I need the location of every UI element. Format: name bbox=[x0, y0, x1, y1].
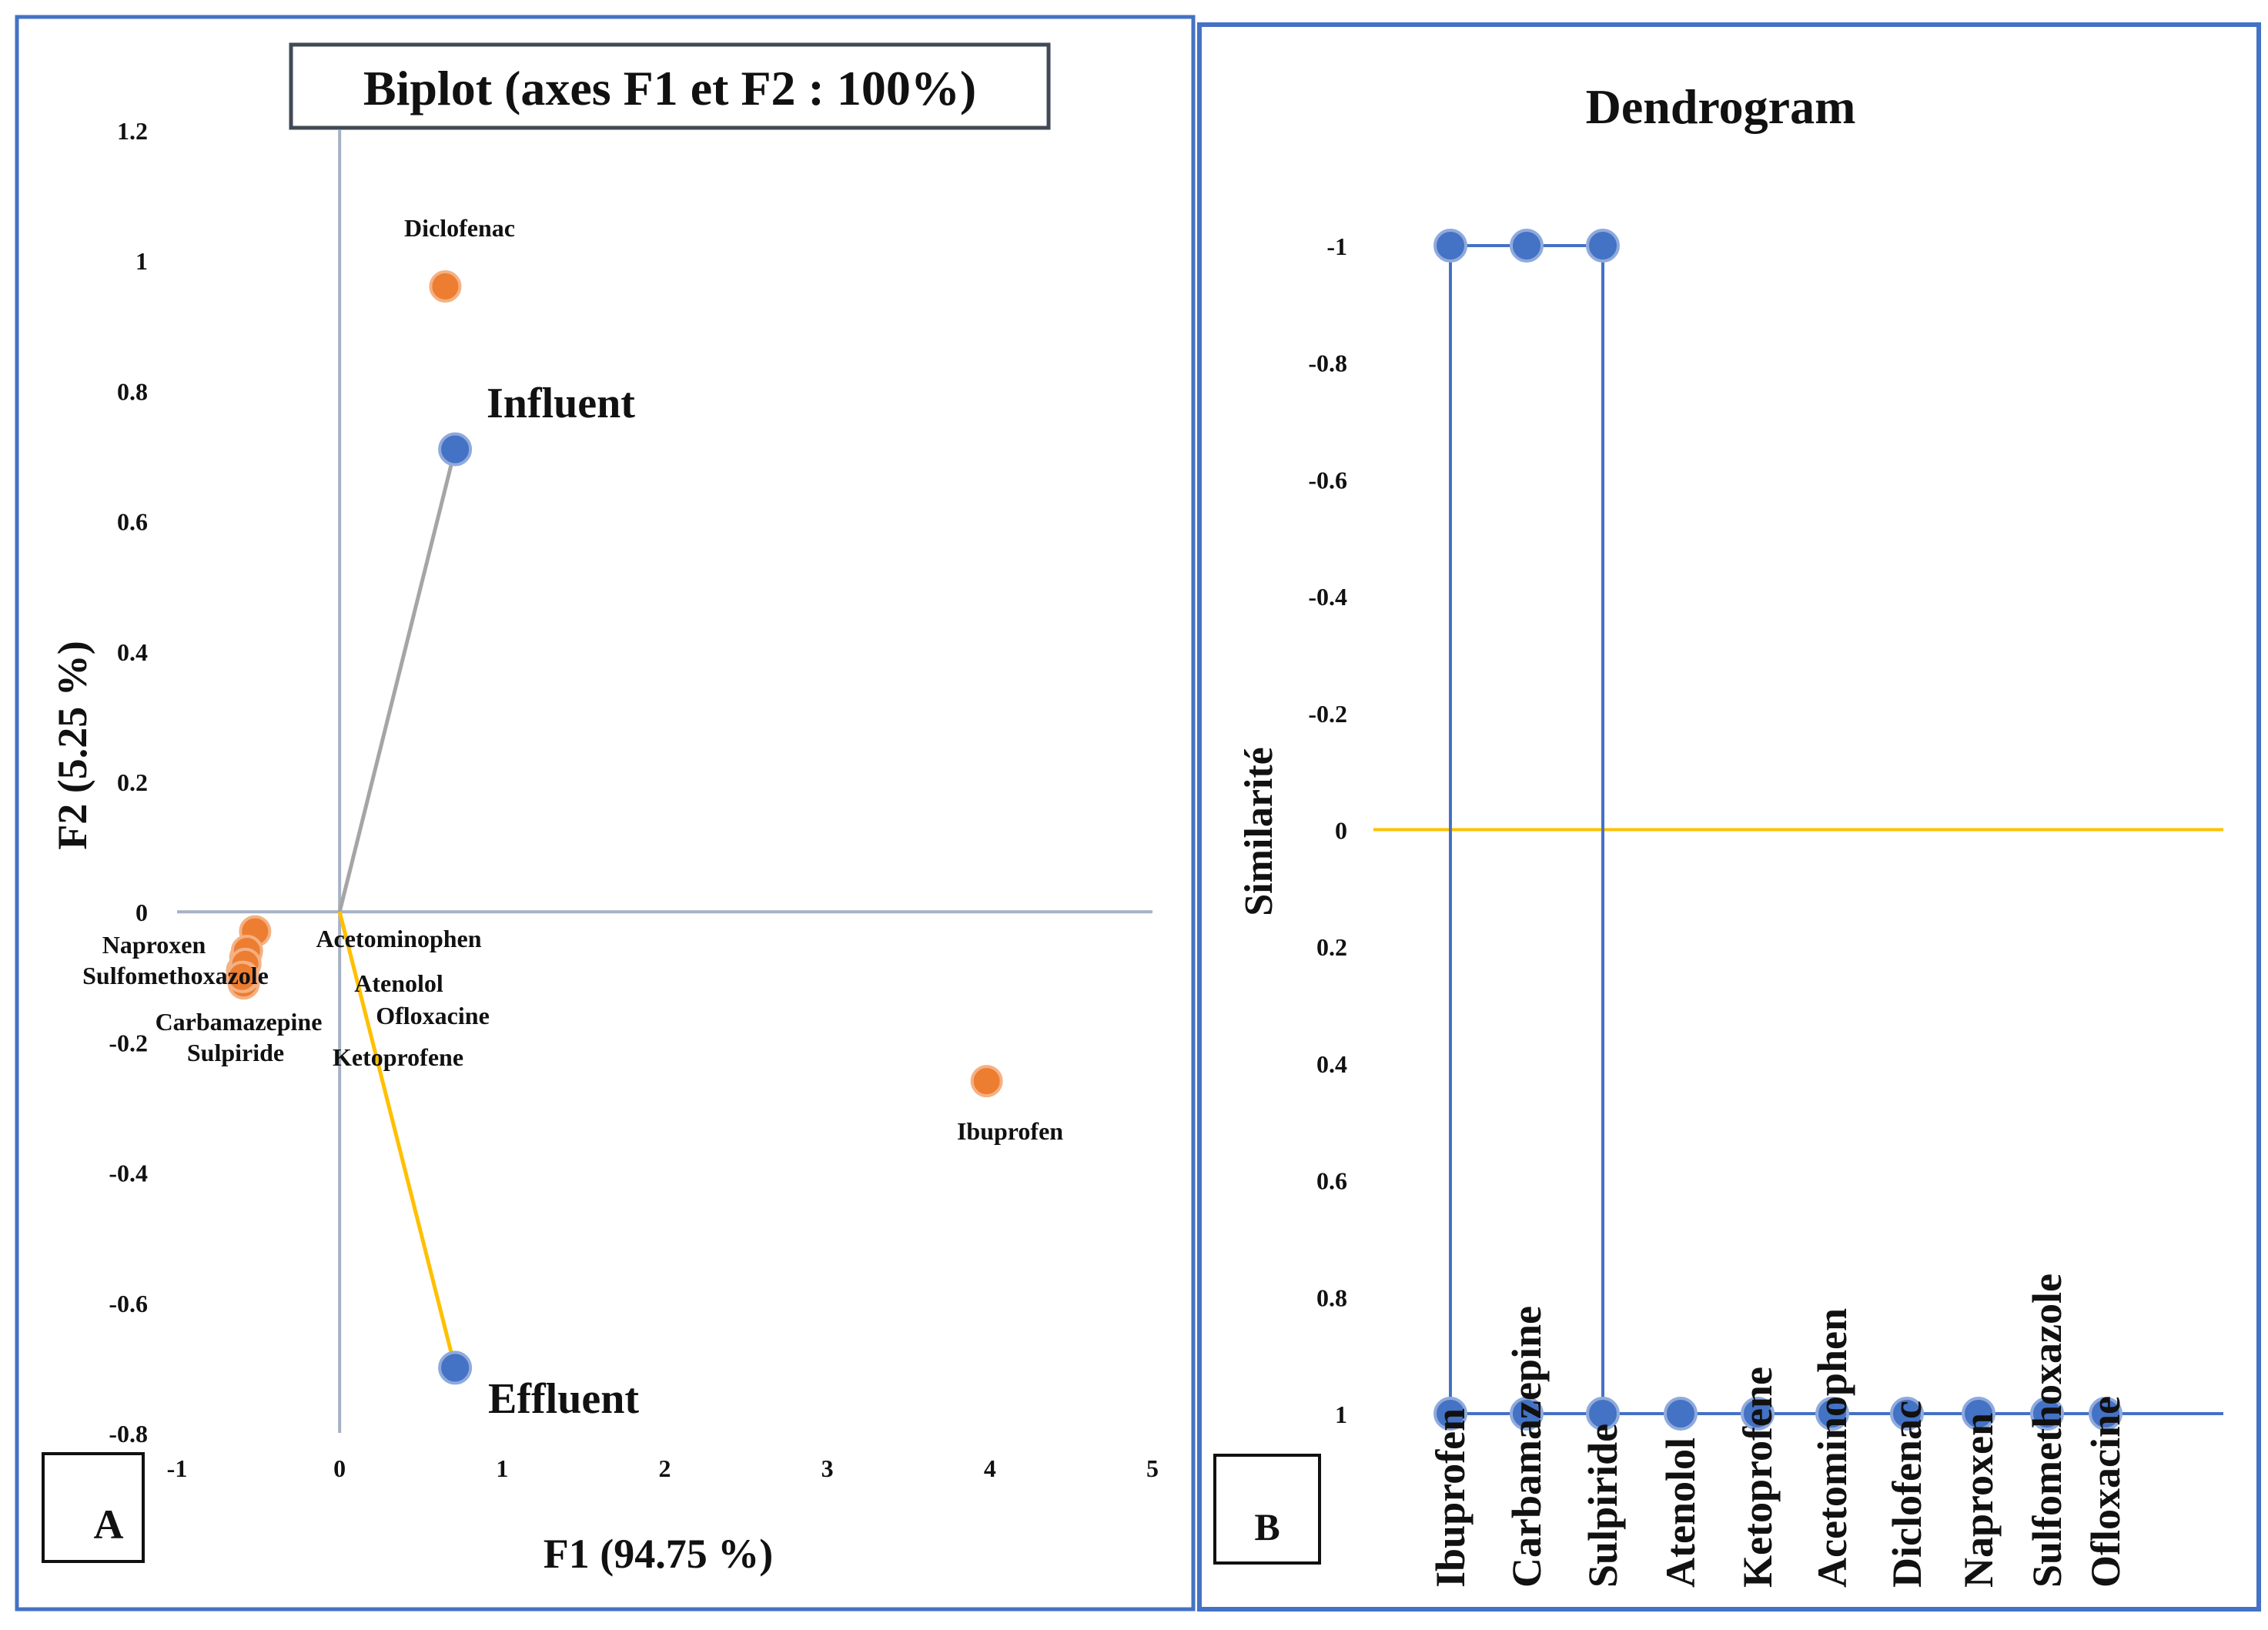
dendrogram-leaf-label-carbamazepine: Carbamazepine bbox=[1504, 1306, 1550, 1588]
biplot-point-influent bbox=[438, 432, 473, 467]
biplot-axes bbox=[177, 130, 1152, 1433]
biplot-y-tick-label: 0 bbox=[135, 899, 148, 926]
dendrogram-leaf-node-sulpiride bbox=[1586, 1397, 1620, 1431]
biplot-y-tick-label: -0.8 bbox=[109, 1420, 148, 1448]
panel-a-label-box bbox=[42, 1452, 145, 1563]
biplot-y-ticks: -0.8 -0.6 -0.4 -0.2 0 0.2 0.4 0.6 0.8 1 1.2 bbox=[109, 117, 148, 1448]
dendrogram-leaf-label-naproxen: Naproxen bbox=[1955, 1413, 2002, 1588]
dendrogram-y-tick-label: 0.6 bbox=[1316, 1167, 1347, 1195]
biplot-label-sulfomethoxazole: Sulfomethoxazole bbox=[82, 962, 269, 989]
dendrogram-top-node bbox=[1586, 229, 1620, 263]
biplot-x-tick-label: -1 bbox=[167, 1454, 188, 1482]
biplot-points bbox=[226, 270, 1003, 1385]
dendrogram-y-tick-label: -0.8 bbox=[1308, 350, 1347, 377]
biplot-label-naproxen: Naproxen bbox=[102, 931, 206, 959]
panel-b-frame bbox=[1197, 22, 2261, 1612]
dendrogram-y-tick-label: -0.4 bbox=[1308, 583, 1347, 611]
dendrogram-top-node bbox=[1433, 229, 1467, 263]
biplot-y-tick-label: 0.6 bbox=[117, 508, 148, 536]
biplot-title-box bbox=[289, 42, 1051, 130]
dendrogram-y-tick-label: -0.2 bbox=[1308, 700, 1347, 728]
biplot-point-ibuprofen bbox=[970, 1065, 1003, 1098]
panel-a-label: A bbox=[94, 1501, 124, 1548]
dendrogram-y-tick-label: 0.8 bbox=[1316, 1284, 1347, 1311]
dendrogram-leaf-node-diclofenac bbox=[1890, 1397, 1924, 1431]
dendrogram-y-tick-label: -0.6 bbox=[1308, 466, 1347, 494]
biplot-y-tick-label: 1 bbox=[135, 247, 148, 275]
dendrogram-y-tick-label: 0.2 bbox=[1316, 933, 1347, 961]
biplot-label-diclofenac: Diclofenac bbox=[404, 214, 515, 242]
dendrogram-leaf-node-sulfomethoxazole bbox=[2030, 1397, 2064, 1431]
biplot-x-tick-label: 5 bbox=[1146, 1454, 1159, 1482]
biplot-vectors bbox=[337, 448, 457, 1369]
biplot-y-tick-label: 0.2 bbox=[117, 768, 148, 796]
biplot-label-influent: Influent bbox=[487, 380, 635, 427]
dendrogram-nodes bbox=[1433, 229, 2122, 1431]
dendrogram: Dendrogram Similarité -1 -0.8 -0.6 -0.4 -0.2… bbox=[1213, 79, 2223, 1588]
biplot-label-ofloxacine: Ofloxacine bbox=[376, 1002, 490, 1029]
dendrogram-leaf-labels: Ibuprofen Carbamazepine Sulpiride Atenolol K… bbox=[1427, 1274, 2129, 1588]
biplot-point-effluent bbox=[438, 1351, 473, 1385]
biplot-point-diclofenac bbox=[429, 270, 462, 303]
dendrogram-leaf-node-naproxen bbox=[1962, 1397, 1995, 1431]
biplot-x-tick-label: 3 bbox=[821, 1454, 834, 1482]
dendrogram-leaf-label-acetominophen: Acetominophen bbox=[1809, 1308, 1855, 1588]
dendrogram-y-tick-label: 0.4 bbox=[1316, 1050, 1347, 1078]
biplot-x-tick-label: 2 bbox=[659, 1454, 671, 1482]
dendrogram-y-axis-label: Similarité bbox=[1237, 747, 1281, 916]
biplot-y-tick-label: 0.4 bbox=[117, 638, 148, 666]
biplot-y-tick-label: -0.4 bbox=[109, 1160, 148, 1187]
dendrogram-leaf-label-diclofenac: Diclofenac bbox=[1884, 1401, 1930, 1588]
panel-b-label: B bbox=[1254, 1505, 1280, 1548]
biplot-point-ketoprofene bbox=[226, 960, 259, 993]
dendrogram-title: Dendrogram bbox=[1586, 79, 1856, 134]
dendrogram-leaf-node-acetominophen bbox=[1815, 1397, 1849, 1431]
biplot-x-tick-label: 1 bbox=[496, 1454, 508, 1482]
biplot: -0.8 -0.6 -0.4 -0.2 0 0.2 0.4 0.6 0.8 1 1.2 -1 0 1 2 3… bbox=[42, 42, 1159, 1577]
dendrogram-top-node bbox=[1510, 229, 1544, 263]
dendrogram-leaf-label-ketoprofene: Ketoprofene bbox=[1734, 1367, 1781, 1588]
dendrogram-y-tick-label: -1 bbox=[1326, 233, 1347, 260]
biplot-label-carbamazepine: Carbamazepine bbox=[156, 1008, 323, 1036]
biplot-x-ticks: -1 0 1 2 3 4 5 bbox=[167, 1454, 1159, 1482]
dendrogram-y-tick-label: 0 bbox=[1335, 817, 1347, 845]
biplot-x-axis-label: F1 (94.75 %) bbox=[544, 1531, 773, 1577]
dendrogram-y-tick-label: 1 bbox=[1335, 1401, 1347, 1428]
panel-b-label-box bbox=[1213, 1454, 1321, 1565]
biplot-label-sulpiride: Sulpiride bbox=[187, 1039, 284, 1066]
dendrogram-leaf-label-ofloxacine: Ofloxacine bbox=[2082, 1396, 2129, 1588]
biplot-y-tick-label: -0.6 bbox=[109, 1290, 148, 1317]
dendrogram-leaf-label-sulfomethoxazole: Sulfomethoxazole bbox=[2024, 1274, 2070, 1588]
biplot-label-acetominophen: Acetominophen bbox=[316, 925, 481, 952]
biplot-y-tick-label: -0.2 bbox=[109, 1029, 148, 1056]
biplot-label-ketoprofene: Ketoprofene bbox=[333, 1043, 463, 1071]
biplot-y-tick-label: 0.8 bbox=[117, 377, 148, 405]
dendrogram-leaf-node-ibuprofen bbox=[1433, 1397, 1467, 1431]
biplot-vector-effluent bbox=[337, 911, 457, 1369]
dendrogram-leaf-node-carbamazepine bbox=[1510, 1397, 1544, 1431]
dendrogram-y-ticks: -1 -0.8 -0.6 -0.4 -0.2 0 0.2 0.4 0.6 0.8 1 bbox=[1308, 233, 1347, 1428]
panel-a-frame bbox=[15, 15, 1196, 1612]
biplot-vector-influent bbox=[337, 448, 457, 912]
biplot-y-tick-label: 1.2 bbox=[117, 117, 148, 145]
dendrogram-leaf-node-ketoprofene bbox=[1741, 1397, 1775, 1431]
biplot-label-ibuprofen: Ibuprofen bbox=[957, 1117, 1063, 1145]
dendrogram-leaf-node-ofloxacine bbox=[2089, 1397, 2122, 1431]
biplot-x-tick-label: 4 bbox=[984, 1454, 996, 1482]
biplot-title: Biplot (axes F1 et F2 : 100%) bbox=[363, 61, 976, 115]
biplot-point-labels: Diclofenac Ibuprofen Naproxen Sulfomethoxaz… bbox=[82, 214, 1063, 1423]
dendrogram-links bbox=[1373, 244, 2223, 1415]
biplot-x-tick-label: 0 bbox=[333, 1454, 346, 1482]
biplot-label-effluent: Effluent bbox=[488, 1375, 639, 1423]
dendrogram-leaf-node-atenolol bbox=[1664, 1397, 1698, 1431]
dendrogram-leaf-label-sulpiride: Sulpiride bbox=[1580, 1424, 1626, 1588]
biplot-label-atenolol: Atenolol bbox=[354, 969, 443, 997]
biplot-y-axis-label: F2 (5.25 %) bbox=[49, 641, 95, 849]
dendrogram-leaf-label-ibuprofen: Ibuprofen bbox=[1427, 1408, 1474, 1588]
dendrogram-leaf-label-atenolol: Atenolol bbox=[1658, 1438, 1704, 1588]
